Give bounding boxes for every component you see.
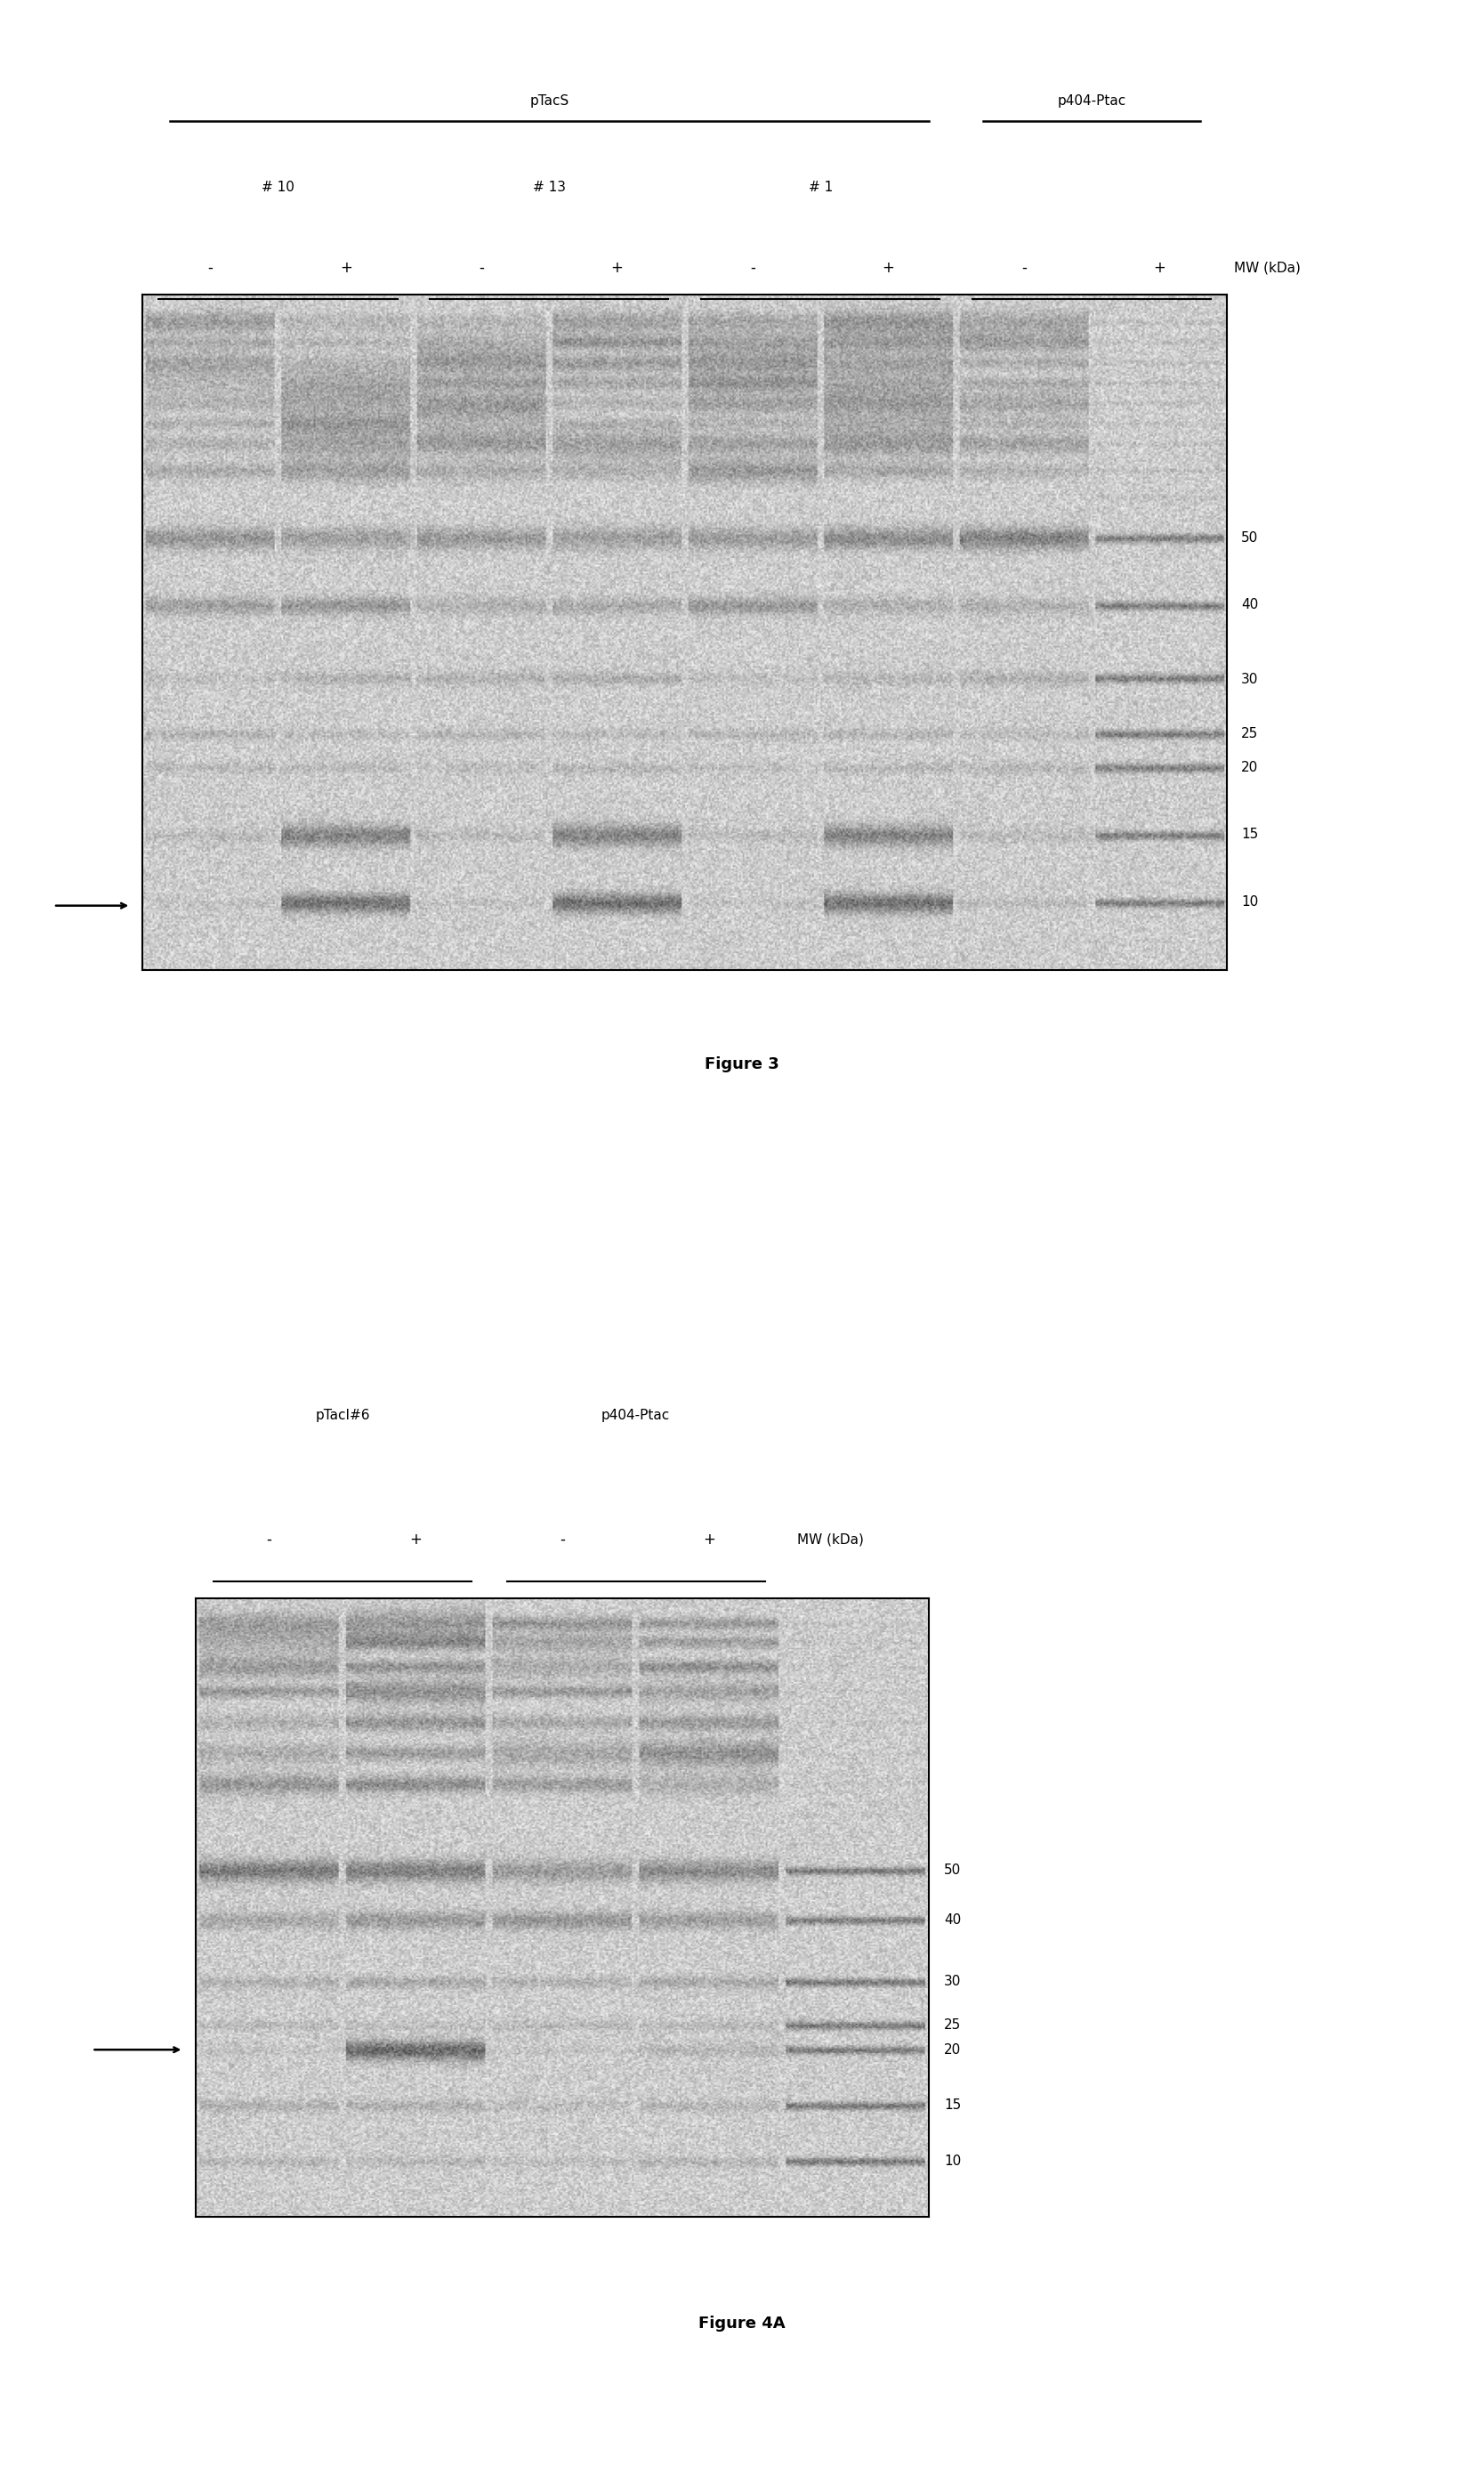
Text: p404-Ptac: p404-Ptac bbox=[1057, 94, 1126, 106]
Text: MW (kDa): MW (kDa) bbox=[797, 1534, 864, 1546]
Text: 50: 50 bbox=[1241, 532, 1258, 544]
Text: +: + bbox=[410, 1531, 421, 1546]
Text: # 1: # 1 bbox=[809, 181, 833, 193]
Text: 20: 20 bbox=[1241, 760, 1258, 774]
Text: 40: 40 bbox=[944, 1912, 962, 1927]
Text: # 13: # 13 bbox=[533, 181, 565, 193]
Text: pTacS: pTacS bbox=[530, 94, 568, 106]
Text: +: + bbox=[340, 260, 352, 275]
Text: 10: 10 bbox=[1241, 896, 1258, 908]
Text: -: - bbox=[1021, 260, 1027, 275]
Text: -: - bbox=[208, 260, 212, 275]
Text: 10: 10 bbox=[944, 2155, 962, 2167]
Text: 15: 15 bbox=[944, 2098, 962, 2113]
Text: pTacI#6: pTacI#6 bbox=[315, 1410, 370, 1423]
Text: MW (kDa): MW (kDa) bbox=[1235, 262, 1300, 275]
Text: # 10: # 10 bbox=[261, 181, 294, 193]
Text: p404-Ptac: p404-Ptac bbox=[601, 1410, 671, 1423]
Text: Figure 4A: Figure 4A bbox=[699, 2316, 785, 2331]
Text: 40: 40 bbox=[1241, 599, 1258, 611]
Text: 25: 25 bbox=[1241, 727, 1258, 740]
Text: -: - bbox=[267, 1531, 272, 1546]
Text: -: - bbox=[749, 260, 755, 275]
Text: -: - bbox=[479, 260, 484, 275]
Text: 20: 20 bbox=[944, 2044, 962, 2056]
Text: -: - bbox=[559, 1531, 565, 1546]
Text: +: + bbox=[881, 260, 895, 275]
Text: 50: 50 bbox=[944, 1863, 962, 1878]
Text: +: + bbox=[611, 260, 623, 275]
Text: +: + bbox=[703, 1531, 715, 1546]
Text: 30: 30 bbox=[944, 1974, 962, 1989]
Text: 25: 25 bbox=[944, 2019, 962, 2031]
Text: Figure 3: Figure 3 bbox=[705, 1056, 779, 1071]
Text: 15: 15 bbox=[1241, 829, 1258, 841]
Text: 30: 30 bbox=[1241, 673, 1258, 685]
Text: +: + bbox=[1153, 260, 1165, 275]
